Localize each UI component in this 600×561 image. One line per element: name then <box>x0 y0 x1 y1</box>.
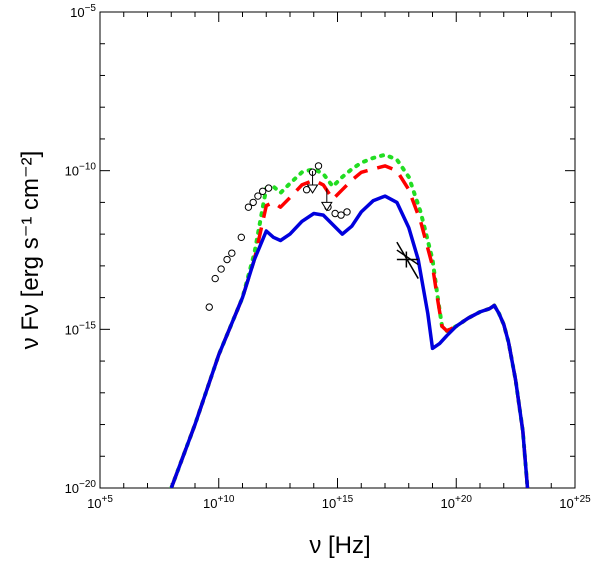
plot-frame <box>99 11 576 489</box>
upper-limit-triangle <box>320 201 333 212</box>
data-point <box>228 249 236 257</box>
bowtie-line-2 <box>396 249 419 266</box>
data-point <box>237 233 246 242</box>
y-tick-label: 10−10 <box>65 162 97 179</box>
data-point <box>343 208 351 216</box>
data-point <box>249 198 257 207</box>
axis-ticks <box>99 11 576 489</box>
upper-limit-triangle <box>306 184 319 194</box>
bowtie-line-1 <box>396 241 419 279</box>
data-point <box>264 184 273 192</box>
data-point <box>254 192 262 200</box>
x-tick-label: 10+20 <box>441 494 473 511</box>
x-axis-label: ν [Hz] <box>309 532 370 559</box>
x-tick-label: 10+15 <box>322 494 354 511</box>
data-point <box>258 187 267 195</box>
data-markers <box>205 162 419 311</box>
data-point <box>211 274 219 283</box>
x-tick-label: 10+25 <box>559 494 591 511</box>
data-point <box>302 186 311 194</box>
series-model-dotted <box>169 152 530 488</box>
series-model-solid <box>169 194 530 488</box>
x-tick-label: 10+5 <box>87 494 113 511</box>
y-tick-label: 10−15 <box>65 320 97 337</box>
data-point <box>217 265 225 273</box>
y-tick-label: 10−20 <box>65 479 97 496</box>
data-point <box>314 162 323 170</box>
x-tick-label: 10+10 <box>203 494 235 511</box>
data-point <box>331 209 339 218</box>
y-tick-label: 10−5 <box>70 3 96 20</box>
data-point <box>244 203 253 211</box>
data-point <box>337 211 345 219</box>
data-point <box>205 303 213 311</box>
y-axis-label: ν Fν [erg s⁻¹ cm⁻²] <box>17 151 44 350</box>
model-curves <box>169 152 530 488</box>
axis-tick-labels: 10+5 10+10 10+15 10+20 10+25 10−5 10−10 10−15 10… <box>65 3 592 511</box>
data-point <box>223 255 231 264</box>
